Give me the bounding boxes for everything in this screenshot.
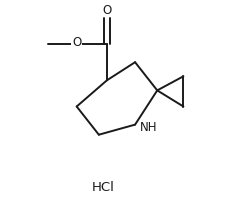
Text: NH: NH (140, 121, 158, 134)
Text: O: O (102, 4, 111, 17)
Text: HCl: HCl (92, 181, 114, 193)
Text: O: O (72, 36, 81, 49)
